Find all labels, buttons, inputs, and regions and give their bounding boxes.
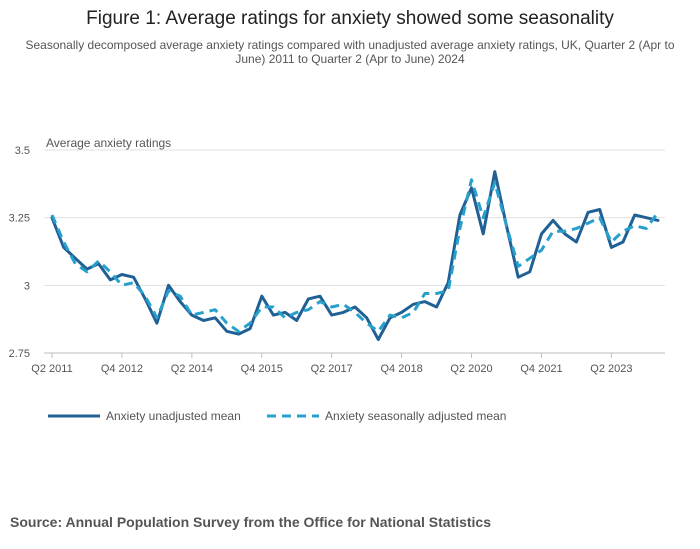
line-chart: 2.75 3 3.25 3.5 Q2 2011 Q4 2012 Q2 2014 Q4 2015… [9,136,665,423]
axes: 2.75 3 3.25 3.5 Q2 2011 Q4 2012 Q2 2014 Q4 2015… [9,145,665,375]
y-tick-label: 2.75 [9,348,30,360]
legend-label: Anxiety unadjusted mean [106,409,241,423]
x-tick-label: Q2 2014 [171,363,213,375]
x-tick-label: Q2 2023 [590,363,632,375]
x-tick-label: Q2 2011 [31,363,72,375]
gridlines [44,149,665,286]
y-tick-label: 3.5 [15,145,30,157]
source-note: Source: Annual Population Survey from th… [10,514,491,530]
x-tick-label: Q4 2012 [101,363,143,375]
series-line-unadjusted [50,170,660,341]
legend-item-adjusted[interactable]: Anxiety seasonally adjusted mean [267,409,506,423]
y-tick-label: 3.25 [9,213,30,225]
y-tick-label: 3 [24,280,30,292]
x-tick-label: Q2 2017 [311,363,353,375]
x-tick-label: Q4 2018 [381,363,423,375]
chart-title: Figure 1: Average ratings for anxiety sh… [86,8,614,29]
x-tick-label: Q4 2015 [241,363,283,375]
x-tick-label: Q2 2020 [450,363,492,375]
legend-item-unadjusted[interactable]: Anxiety unadjusted mean [48,409,241,423]
chart-subtitle: Seasonally decomposed average anxiety ra… [25,38,675,66]
legend-label: Anxiety seasonally adjusted mean [325,409,506,423]
series [50,170,660,341]
y-axis-label: Average anxiety ratings [46,136,171,150]
legend[interactable]: Anxiety unadjusted mean Anxiety seasonall… [48,409,506,423]
x-tick-label: Q4 2021 [520,363,562,375]
